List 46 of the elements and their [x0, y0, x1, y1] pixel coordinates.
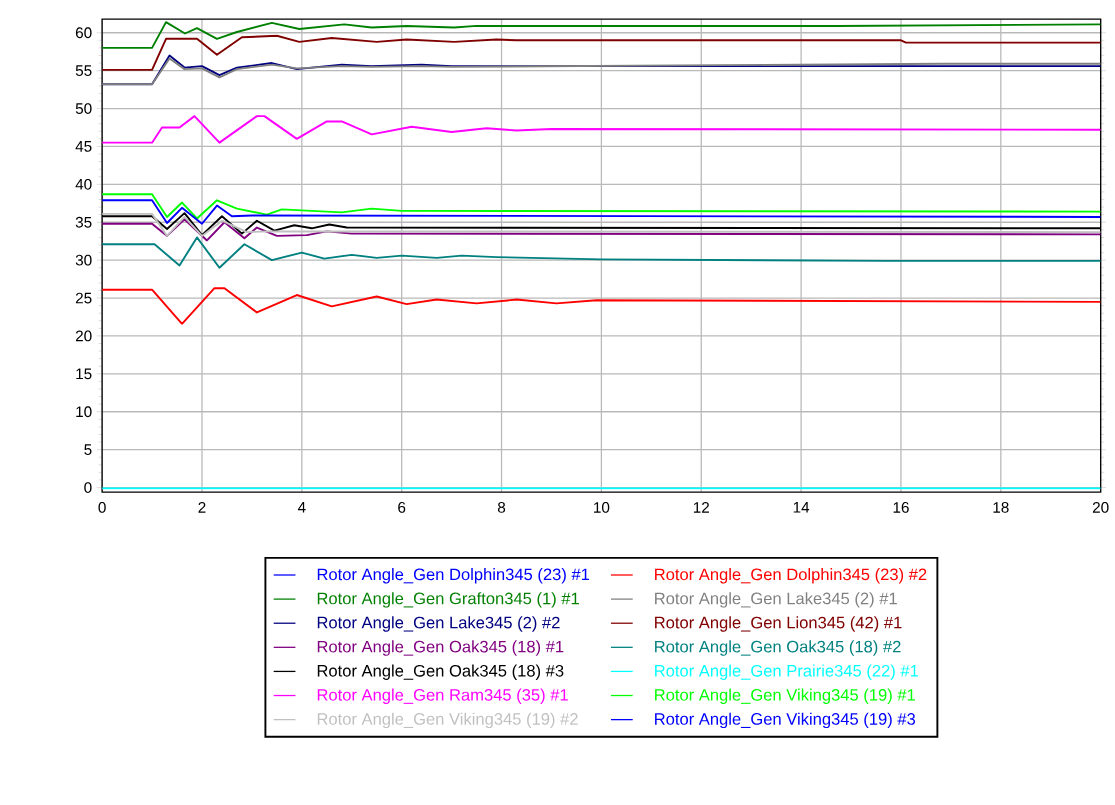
y-tick-label: 5	[84, 444, 92, 456]
legend-label: Rotor Angle_Gen Oak345 (18) #3	[317, 664, 564, 681]
legend-label: Rotor Angle_Gen Grafton345 (1) #1	[317, 592, 579, 608]
y-tick-label: 25	[75, 292, 92, 304]
legend-label: Rotor Angle_Gen Ram345 (35) #1	[317, 688, 568, 705]
legend-label: Rotor Angle_Gen Lake345 (2) #2	[317, 616, 560, 632]
legend-label: Rotor Angle_Gen Prairie345 (22) #1	[655, 664, 919, 681]
legend-label: Rotor Angle_Gen Lion345 (42) #1	[655, 616, 902, 632]
y-tick-label: 30	[75, 254, 92, 266]
x-tick-label: 12	[693, 502, 709, 513]
legend-label: Rotor Angle_Gen Oak345 (18) #2	[655, 640, 901, 657]
legend-label: Rotor Angle_Gen Viking345 (19) #3	[655, 712, 916, 729]
line-series	[102, 287, 1101, 325]
x-tick-label: 20	[1092, 502, 1109, 514]
y-tick-label: 35	[75, 217, 92, 228]
x-tick-label: 18	[993, 502, 1009, 514]
y-tick-label: 15	[76, 368, 92, 380]
x-tick-label: 8	[497, 502, 506, 514]
x-tick-label: 4	[297, 502, 306, 513]
y-tick-label: 40	[75, 179, 92, 190]
x-tick-label: 0	[98, 502, 106, 514]
y-tick-label: 20	[75, 330, 92, 342]
y-tick-label: 0	[84, 482, 92, 494]
legend-label: Rotor Angle_Gen Dolphin345 (23) #1	[317, 568, 590, 584]
y-tick-label: 50	[75, 103, 92, 115]
legend-label: Rotor Angle_Gen Lake345 (2) #1	[655, 592, 897, 608]
x-tick-label: 16	[893, 502, 909, 514]
line-series	[102, 199, 1101, 225]
line-series	[102, 193, 1101, 220]
x-tick-label: 6	[398, 502, 406, 514]
line-series	[102, 218, 1101, 242]
legend-label: Rotor Angle_Gen Dolphin345 (23) #2	[655, 568, 927, 584]
x-tick-label: 14	[793, 502, 810, 513]
line-series	[102, 236, 1101, 269]
legend-label: Rotor Angle_Gen Viking345 (19) #1	[655, 688, 915, 705]
y-tick-label: 10	[76, 406, 92, 418]
line-series	[102, 21, 1101, 50]
y-tick-label: 45	[75, 141, 92, 152]
y-tick-label: 60	[75, 27, 92, 39]
y-tick-label: 55	[75, 65, 92, 77]
legend-label: Rotor Angle_Gen Viking345 (19) #2	[317, 712, 578, 729]
line-series	[102, 35, 1101, 72]
legend-label: Rotor Angle_Gen Oak345 (18) #1	[317, 640, 564, 657]
x-tick-label: 10	[594, 502, 610, 514]
line-series	[102, 115, 1101, 144]
x-tick-label: 2	[198, 502, 206, 513]
